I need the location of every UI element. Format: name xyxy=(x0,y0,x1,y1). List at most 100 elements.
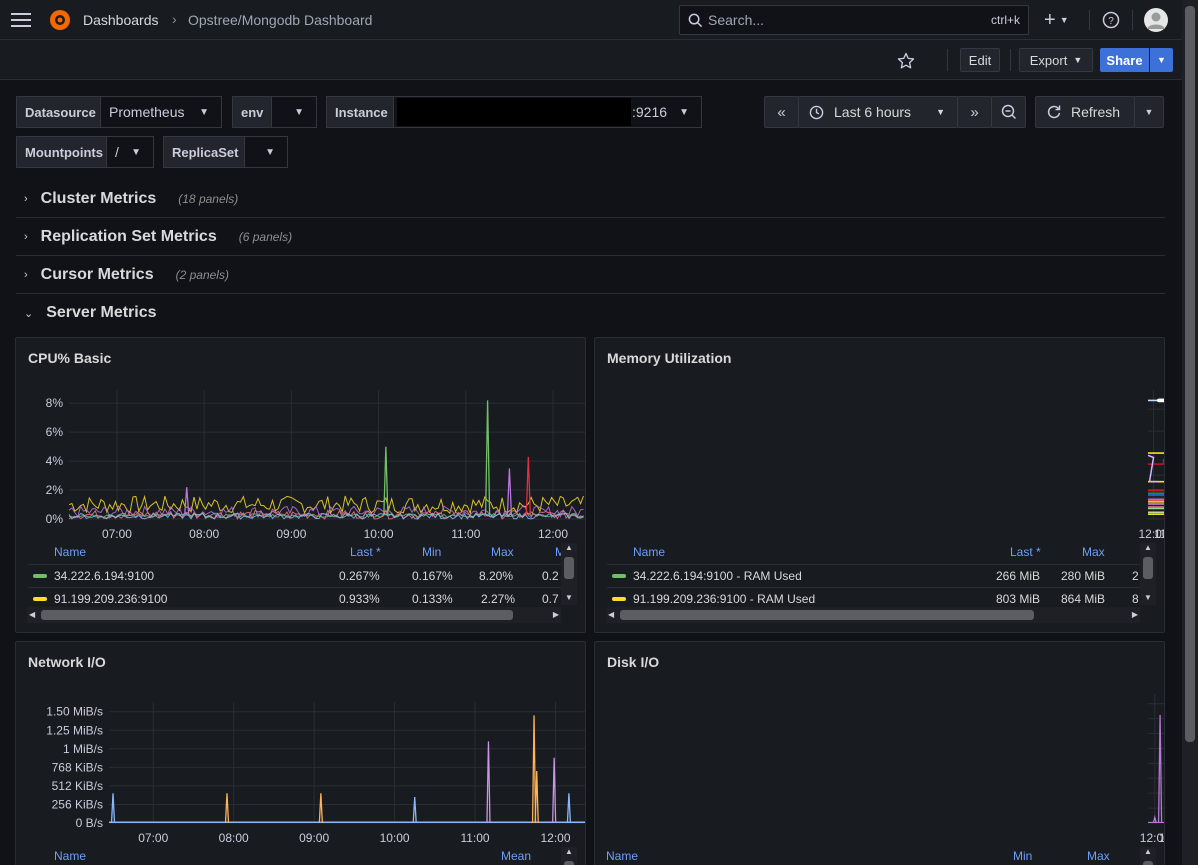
avatar[interactable] xyxy=(1144,8,1168,32)
x-tick-label: 09:00 xyxy=(276,527,306,541)
zoom-out-button[interactable] xyxy=(991,96,1026,128)
legend-scrollbar-vertical[interactable]: ▲ xyxy=(561,847,577,865)
legend-header-name[interactable]: Name xyxy=(54,545,87,559)
legend-header-mean[interactable]: Mean xyxy=(501,849,532,863)
mountpoints-value: / xyxy=(115,144,119,160)
series-spike xyxy=(506,468,513,515)
legend-header-mean[interactable]: M xyxy=(555,545,565,559)
panel-disk-io[interactable]: Disk I/O 0 B/s8 MiB/s16 MiB/s24 MiB/s32 … xyxy=(594,641,1165,865)
scrollbar-thumb[interactable] xyxy=(1143,861,1153,865)
legend-header-max[interactable]: Max xyxy=(1082,545,1105,559)
replicaset-select[interactable]: ▼ xyxy=(244,136,288,168)
chevron-down-icon: ⌄ xyxy=(24,307,34,320)
export-button[interactable]: Export ▼ xyxy=(1019,48,1093,72)
legend-swatch xyxy=(612,597,626,601)
legend-header-min[interactable]: Min xyxy=(1013,849,1033,863)
legend-header-last[interactable]: Last * xyxy=(350,545,381,559)
scrollbar-thumb[interactable] xyxy=(1185,6,1195,742)
legend-series-name[interactable]: 91.199.209.236:9100 xyxy=(54,592,168,606)
x-tick-label: 09:00 xyxy=(299,831,329,845)
panel-cpu-basic[interactable]: CPU% Basic 0% 2% 4% 6% 8% 07:00 08:00 09:00 10:0… xyxy=(15,337,586,633)
legend-header-name[interactable]: Name xyxy=(54,849,87,863)
double-chevron-right-icon: » xyxy=(970,103,979,121)
row-cursor-metrics[interactable]: › Cursor Metrics (2 panels) xyxy=(16,256,1165,294)
legend-last: 266 MiB xyxy=(996,569,1041,583)
legend-header-min[interactable]: Min xyxy=(422,545,442,559)
menu-icon[interactable] xyxy=(11,13,31,27)
share-button[interactable]: Share xyxy=(1100,48,1149,72)
series-spike xyxy=(534,771,539,824)
time-range-picker[interactable]: Last 6 hours ▼ xyxy=(798,96,958,128)
row-cluster-metrics[interactable]: › Cluster Metrics (18 panels) xyxy=(16,180,1165,218)
grafana-logo-icon[interactable] xyxy=(48,8,72,32)
legend-series-name[interactable]: 34.222.6.194:9100 - RAM Used xyxy=(633,569,802,583)
chevron-down-icon: ▼ xyxy=(1059,15,1069,25)
scroll-down-icon: ▼ xyxy=(1144,593,1152,602)
add-new-button[interactable]: + ▼ xyxy=(1040,8,1076,32)
scrollbar-thumb[interactable] xyxy=(564,557,574,579)
legend-series-name[interactable]: 91.199.209.236:9100 - RAM Used xyxy=(633,592,816,606)
scroll-up-icon: ▲ xyxy=(1144,543,1152,552)
share-menu-button[interactable]: ▼ xyxy=(1150,48,1173,72)
chevron-down-icon: ▼ xyxy=(1157,55,1166,65)
mountpoints-select[interactable]: / ▼ xyxy=(106,136,154,168)
legend-series-name[interactable]: 34.222.6.194:9100 xyxy=(54,569,155,583)
help-icon[interactable]: ? xyxy=(1102,11,1120,29)
series-line xyxy=(68,512,584,520)
refresh-interval-button[interactable]: ▼ xyxy=(1134,96,1164,128)
network-chart: 0 B/s 256 KiB/s 512 KiB/s 768 KiB/s 1 MiB/s 1… xyxy=(46,702,585,845)
legend-header-name[interactable]: Name xyxy=(606,849,639,863)
x-tick-label: 07:00 xyxy=(138,831,168,845)
chevron-down-icon: ▼ xyxy=(936,107,945,117)
y-tick-label: 1.25 MiB/s xyxy=(46,723,103,737)
row-title: Cursor Metrics xyxy=(40,265,154,283)
series-spike xyxy=(224,793,230,824)
scroll-down-icon: ▼ xyxy=(565,593,573,602)
row-server-metrics[interactable]: ⌄ Server Metrics xyxy=(16,294,1165,332)
legend-swatch xyxy=(33,597,47,601)
scrollbar-thumb[interactable] xyxy=(564,861,574,865)
time-range-label: Last 6 hours xyxy=(834,104,912,120)
panel-memory-utilization[interactable]: Memory Utilization 0 B1 GiB2 GiB3 GiB4 G… xyxy=(594,337,1165,633)
legend-min: 0.133% xyxy=(412,592,453,606)
series-spike xyxy=(531,715,537,824)
x-tick-label: 07:00 xyxy=(102,527,132,541)
y-tick-label: 256 KiB/s xyxy=(52,797,103,811)
env-select[interactable]: ▼ xyxy=(271,96,317,128)
datasource-select[interactable]: Prometheus ▼ xyxy=(100,96,222,128)
star-icon[interactable] xyxy=(897,52,915,70)
legend-header-name[interactable]: Name xyxy=(633,545,666,559)
legend-scrollbar-vertical[interactable]: ▲ xyxy=(1140,847,1156,865)
datasource-variable-label: Datasource xyxy=(16,96,101,128)
scrollbar-thumb[interactable] xyxy=(1143,557,1153,579)
page-scrollbar[interactable] xyxy=(1182,0,1198,865)
x-tick-label: 12:00 xyxy=(1140,831,1165,845)
panel-network-io[interactable]: Network I/O 0 B/s 256 KiB/s 512 KiB/s 768 K… xyxy=(15,641,586,865)
legend-max: 2.27% xyxy=(481,592,516,606)
clock-icon xyxy=(809,105,824,119)
legend-header-last[interactable]: Last * xyxy=(1010,545,1041,559)
time-shift-forward-button[interactable]: » xyxy=(957,96,992,128)
legend-scrollbar-vertical[interactable]: ▲ ▼ xyxy=(561,543,577,605)
chevron-down-icon: ▼ xyxy=(294,107,304,118)
scrollbar-thumb[interactable] xyxy=(620,610,1034,620)
y-tick-label: 8% xyxy=(46,396,64,410)
refresh-button[interactable]: Refresh xyxy=(1035,96,1135,128)
legend-scrollbar-horizontal[interactable]: ◀ ▶ xyxy=(27,607,561,623)
cpu-chart: 0% 2% 4% 6% 8% 07:00 08:00 09:00 10:00 11:00 12:00 xyxy=(46,390,585,541)
search-input[interactable]: Search... ctrl+k xyxy=(679,5,1029,35)
legend-header-max[interactable]: Max xyxy=(1087,849,1110,863)
time-shift-back-button[interactable]: « xyxy=(764,96,799,128)
legend-scrollbar-horizontal[interactable]: ◀ ▶ xyxy=(606,607,1140,623)
edit-button[interactable]: Edit xyxy=(960,48,1000,72)
legend-header-max[interactable]: Max xyxy=(491,545,514,559)
scroll-up-icon: ▲ xyxy=(565,847,573,856)
series-spike xyxy=(486,741,491,824)
legend-scrollbar-vertical[interactable]: ▲ ▼ xyxy=(1140,543,1156,605)
instance-variable-label: Instance xyxy=(326,96,394,128)
breadcrumb-separator: › xyxy=(172,11,177,27)
instance-select[interactable]: :9216 ▼ xyxy=(393,96,702,128)
row-replication-set-metrics[interactable]: › Replication Set Metrics (6 panels) xyxy=(16,218,1165,256)
scrollbar-thumb[interactable] xyxy=(41,610,513,620)
breadcrumb-dashboards[interactable]: Dashboards xyxy=(83,12,159,28)
